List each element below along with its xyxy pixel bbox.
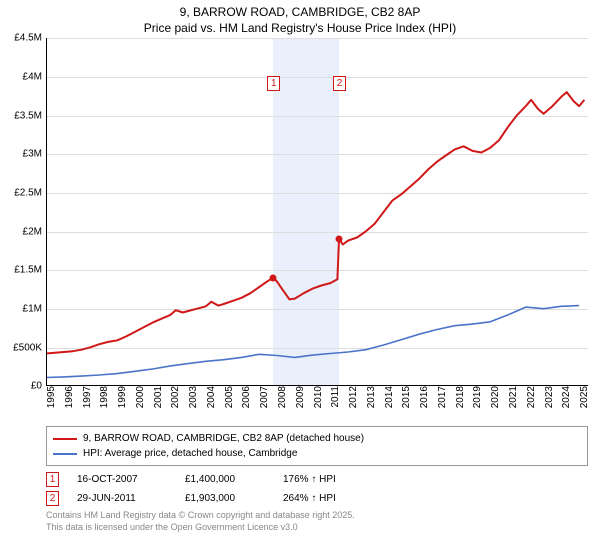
- tx-marker-2: 2: [46, 491, 59, 506]
- x-tick-label: 2021: [508, 386, 519, 408]
- x-tick-label: 1999: [117, 386, 128, 408]
- y-axis-line: [46, 38, 47, 386]
- x-tick-label: 2023: [544, 386, 555, 408]
- x-tick-label: 2017: [437, 386, 448, 408]
- y-tick-label: £1.5M: [14, 265, 46, 276]
- x-tick-label: 2016: [419, 386, 430, 408]
- x-tick-label: 2004: [206, 386, 217, 408]
- footer-line2: This data is licensed under the Open Gov…: [46, 522, 588, 534]
- marker-label-1: 1: [267, 76, 280, 91]
- x-tick-label: 2024: [561, 386, 572, 408]
- x-tick-label: 2006: [241, 386, 252, 408]
- x-tick-label: 1998: [99, 386, 110, 408]
- x-tick-label: 1996: [64, 386, 75, 408]
- y-tick-label: £0: [31, 381, 46, 392]
- legend-item: HPI: Average price, detached house, Camb…: [53, 446, 581, 461]
- y-tick-label: £2M: [23, 226, 46, 237]
- marker-label-2: 2: [333, 76, 346, 91]
- x-tick-label: 2010: [313, 386, 324, 408]
- chart-plot-area: £0£500K£1M£1.5M£2M£2.5M£3M£3.5M£4M£4.5M1…: [46, 38, 588, 386]
- tx-marker-1: 1: [46, 472, 59, 487]
- y-tick-label: £1M: [23, 304, 46, 315]
- footer-line1: Contains HM Land Registry data © Crown c…: [46, 510, 588, 522]
- tx-price: £1,400,000: [185, 474, 265, 485]
- x-tick-label: 2018: [455, 386, 466, 408]
- y-tick-label: £2.5M: [14, 188, 46, 199]
- y-tick-label: £500K: [13, 342, 46, 353]
- x-tick-label: 2022: [526, 386, 537, 408]
- tx-date: 29-JUN-2011: [77, 493, 167, 504]
- title-line2: Price paid vs. HM Land Registry's House …: [0, 20, 600, 36]
- chart-lines: [46, 38, 588, 386]
- x-tick-label: 2007: [259, 386, 270, 408]
- x-tick-label: 2002: [170, 386, 181, 408]
- legend-swatch: [53, 453, 77, 455]
- y-tick-label: £3M: [23, 149, 46, 160]
- x-tick-label: 2001: [153, 386, 164, 408]
- marker-dot: [270, 275, 277, 282]
- x-tick-label: 2009: [295, 386, 306, 408]
- legend: 9, BARROW ROAD, CAMBRIDGE, CB2 8AP (deta…: [46, 426, 588, 466]
- legend-item: 9, BARROW ROAD, CAMBRIDGE, CB2 8AP (deta…: [53, 431, 581, 446]
- x-tick-label: 2005: [224, 386, 235, 408]
- x-axis-line: [46, 385, 588, 386]
- marker-dot: [336, 236, 343, 243]
- x-tick-label: 1995: [46, 386, 57, 408]
- tx-price: £1,903,000: [185, 493, 265, 504]
- legend-swatch: [53, 438, 77, 440]
- legend-label: HPI: Average price, detached house, Camb…: [83, 446, 297, 461]
- title-line1: 9, BARROW ROAD, CAMBRIDGE, CB2 8AP: [0, 4, 600, 20]
- x-tick-label: 2011: [330, 386, 341, 408]
- table-row: 1 16-OCT-2007 £1,400,000 176% ↑ HPI: [46, 472, 588, 487]
- tx-pct: 176% ↑ HPI: [283, 474, 373, 485]
- footer-attribution: Contains HM Land Registry data © Crown c…: [46, 510, 588, 533]
- x-tick-label: 2013: [366, 386, 377, 408]
- x-tick-label: 2000: [135, 386, 146, 408]
- x-tick-label: 2025: [579, 386, 590, 408]
- y-tick-label: £4M: [23, 72, 46, 83]
- series-line: [46, 92, 584, 353]
- x-tick-label: 2015: [401, 386, 412, 408]
- x-tick-label: 1997: [82, 386, 93, 408]
- chart-title: 9, BARROW ROAD, CAMBRIDGE, CB2 8AP Price…: [0, 0, 600, 38]
- x-axis: 1995 1996 1997 1998 1999 2000 2001 2002 2003 2004…: [46, 386, 588, 422]
- tx-date: 16-OCT-2007: [77, 474, 167, 485]
- table-row: 2 29-JUN-2011 £1,903,000 264% ↑ HPI: [46, 491, 588, 506]
- x-tick-label: 2003: [188, 386, 199, 408]
- x-tick-label: 2008: [277, 386, 288, 408]
- legend-label: 9, BARROW ROAD, CAMBRIDGE, CB2 8AP (deta…: [83, 431, 364, 446]
- x-tick-label: 2012: [348, 386, 359, 408]
- x-tick-label: 2014: [384, 386, 395, 408]
- y-tick-label: £3.5M: [14, 110, 46, 121]
- x-tick-label: 2019: [472, 386, 483, 408]
- x-tick-label: 2020: [490, 386, 501, 408]
- series-line: [46, 306, 579, 378]
- transactions-table: 1 16-OCT-2007 £1,400,000 176% ↑ HPI 2 29…: [46, 472, 588, 506]
- y-tick-label: £4.5M: [14, 33, 46, 44]
- tx-pct: 264% ↑ HPI: [283, 493, 373, 504]
